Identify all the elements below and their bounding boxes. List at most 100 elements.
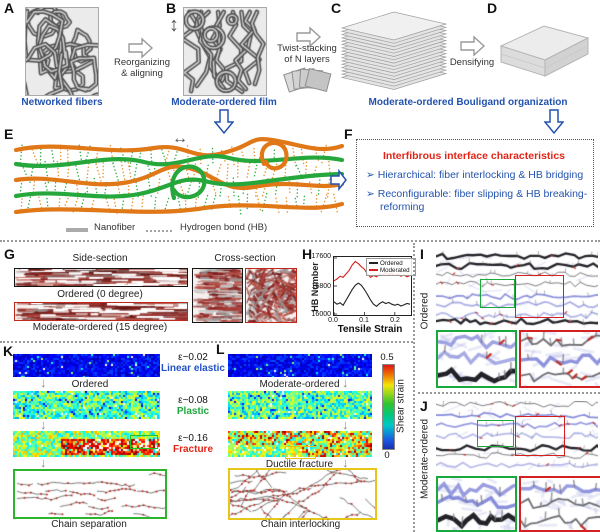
stage1-name: Linear elastic xyxy=(161,363,225,374)
moderate-strain-map-plastic xyxy=(228,391,372,419)
xtick-0.0: 0.0 xyxy=(328,317,338,324)
green-highlight-box xyxy=(477,420,514,447)
caption-moderate-film: Moderate-ordered film xyxy=(171,97,277,108)
chain-interlocking-caption: Chain interlocking xyxy=(260,519,341,530)
arrow-down-icon: ↓ xyxy=(342,375,349,390)
networked-fibers-image xyxy=(25,7,99,96)
characteristics-title: Interfibrous interface characteristics xyxy=(382,150,566,162)
fracture-zoom-box-yellow xyxy=(285,446,316,459)
arrow-down-blue-icon xyxy=(213,109,235,140)
legend-entry-moderated: Moderated xyxy=(369,267,413,274)
panel-label-a: A xyxy=(4,0,15,16)
moderate-ordered-film-image xyxy=(183,7,267,96)
moderate-strain-map-elastic xyxy=(228,354,372,377)
ordered-red-inset xyxy=(519,330,600,388)
nanofiber-legend-swatch xyxy=(66,228,88,232)
side-section-heading: Side-section xyxy=(72,253,128,264)
bullet-2-text: Reconfigurable: fiber slipping & HB brea… xyxy=(377,188,588,213)
chain-separation-inset xyxy=(13,469,167,519)
stage3-name: Fracture xyxy=(172,444,213,455)
bullet-1-text: Hierarchical: fiber interlocking & HB br… xyxy=(377,169,584,181)
stacked-sheets-icon xyxy=(282,63,334,103)
legend-label-moderated: Moderated xyxy=(380,267,410,274)
arrow-right-icon xyxy=(460,35,486,62)
moderate-strain-map-fracture xyxy=(228,431,372,457)
panel-label-l: L xyxy=(216,341,225,357)
stage3-strain: ε~0.16 xyxy=(178,433,208,444)
ordered-degree-caption: Ordered (0 degree) xyxy=(57,289,143,300)
arrow-down-blue-icon xyxy=(543,109,565,140)
hb-legend-label: Hydrogen bond (HB) xyxy=(180,222,268,233)
bullet-marker: ➢ xyxy=(366,169,375,181)
stage1-strain: ε~0.02 xyxy=(178,352,208,363)
ytick-17600: 17600 xyxy=(311,253,331,260)
legend-swatch-ordered xyxy=(369,262,378,265)
separator-horizontal-left xyxy=(0,341,413,343)
legend-label-ordered: Ordered xyxy=(380,260,403,267)
arrow-down-icon: ↓ xyxy=(40,455,47,470)
arrow-right-icon xyxy=(128,37,154,64)
stage2-name: Plastic xyxy=(176,406,210,417)
arrow-right-blue-icon xyxy=(330,168,348,196)
arrow-ab-text: Reorganizing & aligning xyxy=(100,57,184,79)
separator-horizontal-right xyxy=(418,392,600,394)
arrow-bc-line1: Twist-stacking xyxy=(277,43,337,54)
leftright-arrow-icon: ↔ xyxy=(172,130,188,147)
red-highlight-box xyxy=(515,275,564,318)
shear-strain-colorbar xyxy=(382,364,395,450)
green-highlight-box xyxy=(480,279,515,308)
arrow-ab-line2: & aligning xyxy=(121,68,163,79)
xtick-0.2: 0.2 xyxy=(390,317,400,324)
panel-label-i: I xyxy=(420,246,424,262)
fracture-zoom-box-green xyxy=(130,435,158,449)
moderate-md-snapshot xyxy=(436,401,598,472)
bullet-marker: ➢ xyxy=(366,188,375,200)
arrow-ab-line1: Reorganizing xyxy=(114,57,170,68)
legend-swatch-moderated xyxy=(369,269,378,272)
separator-vertical xyxy=(413,243,415,532)
ordered-side-label: Ordered xyxy=(419,292,431,330)
arrow-down-icon: ↓ xyxy=(342,417,349,432)
ordered-strain-map-elastic xyxy=(13,354,160,377)
arrow-down-icon: ↓ xyxy=(40,417,47,432)
panel-label-h: H xyxy=(302,246,313,262)
nanofiber-legend-label: Nanofiber xyxy=(94,222,136,233)
chain-separation-caption: Chain separation xyxy=(51,519,127,530)
panel-label-b: B xyxy=(166,0,177,16)
ytick-16000: 16000 xyxy=(311,311,331,318)
panel-label-k: K xyxy=(3,343,14,359)
side-section-ordered-image xyxy=(14,268,188,287)
separator-horizontal xyxy=(0,240,600,242)
panel-label-c: C xyxy=(331,0,342,16)
characteristics-box xyxy=(356,139,594,227)
ordered-strain-map-plastic xyxy=(13,391,160,419)
cross-section-ordered-image xyxy=(192,268,243,323)
characteristic-bullet-2: ➢ Reconfigurable: fiber slipping & HB br… xyxy=(366,188,600,213)
arrow-bc-text: Twist-stacking of N layers xyxy=(274,43,340,65)
chart-legend: Ordered Moderated xyxy=(366,258,416,276)
chart-x-axis-label: Tensile Strain xyxy=(337,324,403,335)
colorbar-max: 0.5 xyxy=(380,352,394,363)
red-highlight-box xyxy=(515,416,565,456)
arrow-bc-line2: of N layers xyxy=(284,54,330,65)
panel-label-d: D xyxy=(487,0,498,16)
panel-label-g: G xyxy=(4,246,15,262)
panel-label-e: E xyxy=(4,126,14,142)
moderate-ordered-side-label: Moderate-ordered xyxy=(419,418,431,500)
hb-legend-swatch xyxy=(146,230,172,232)
cross-section-moderate-image xyxy=(245,268,297,323)
moderate-strip-caption: Moderate-ordered xyxy=(259,379,340,390)
cross-section-heading: Cross-section xyxy=(214,253,276,264)
ordered-strip-caption: Ordered xyxy=(71,379,109,390)
ordered-green-inset xyxy=(436,330,517,388)
xtick-0.1: 0.1 xyxy=(359,317,369,324)
stage2-strain: ε~0.08 xyxy=(178,395,208,406)
caption-bouligand: Moderate-ordered Bouligand organization xyxy=(368,97,568,108)
characteristic-bullet-1: ➢ Hierarchical: fiber interlocking & HB … xyxy=(366,169,600,182)
colorbar-min: 0 xyxy=(384,450,390,461)
panel-label-j: J xyxy=(420,398,428,414)
fiber-network-schematic xyxy=(14,137,344,216)
ytick-16800: 16800 xyxy=(311,283,331,290)
moderate-degree-caption: Moderate-ordered (15 degree) xyxy=(32,322,168,333)
